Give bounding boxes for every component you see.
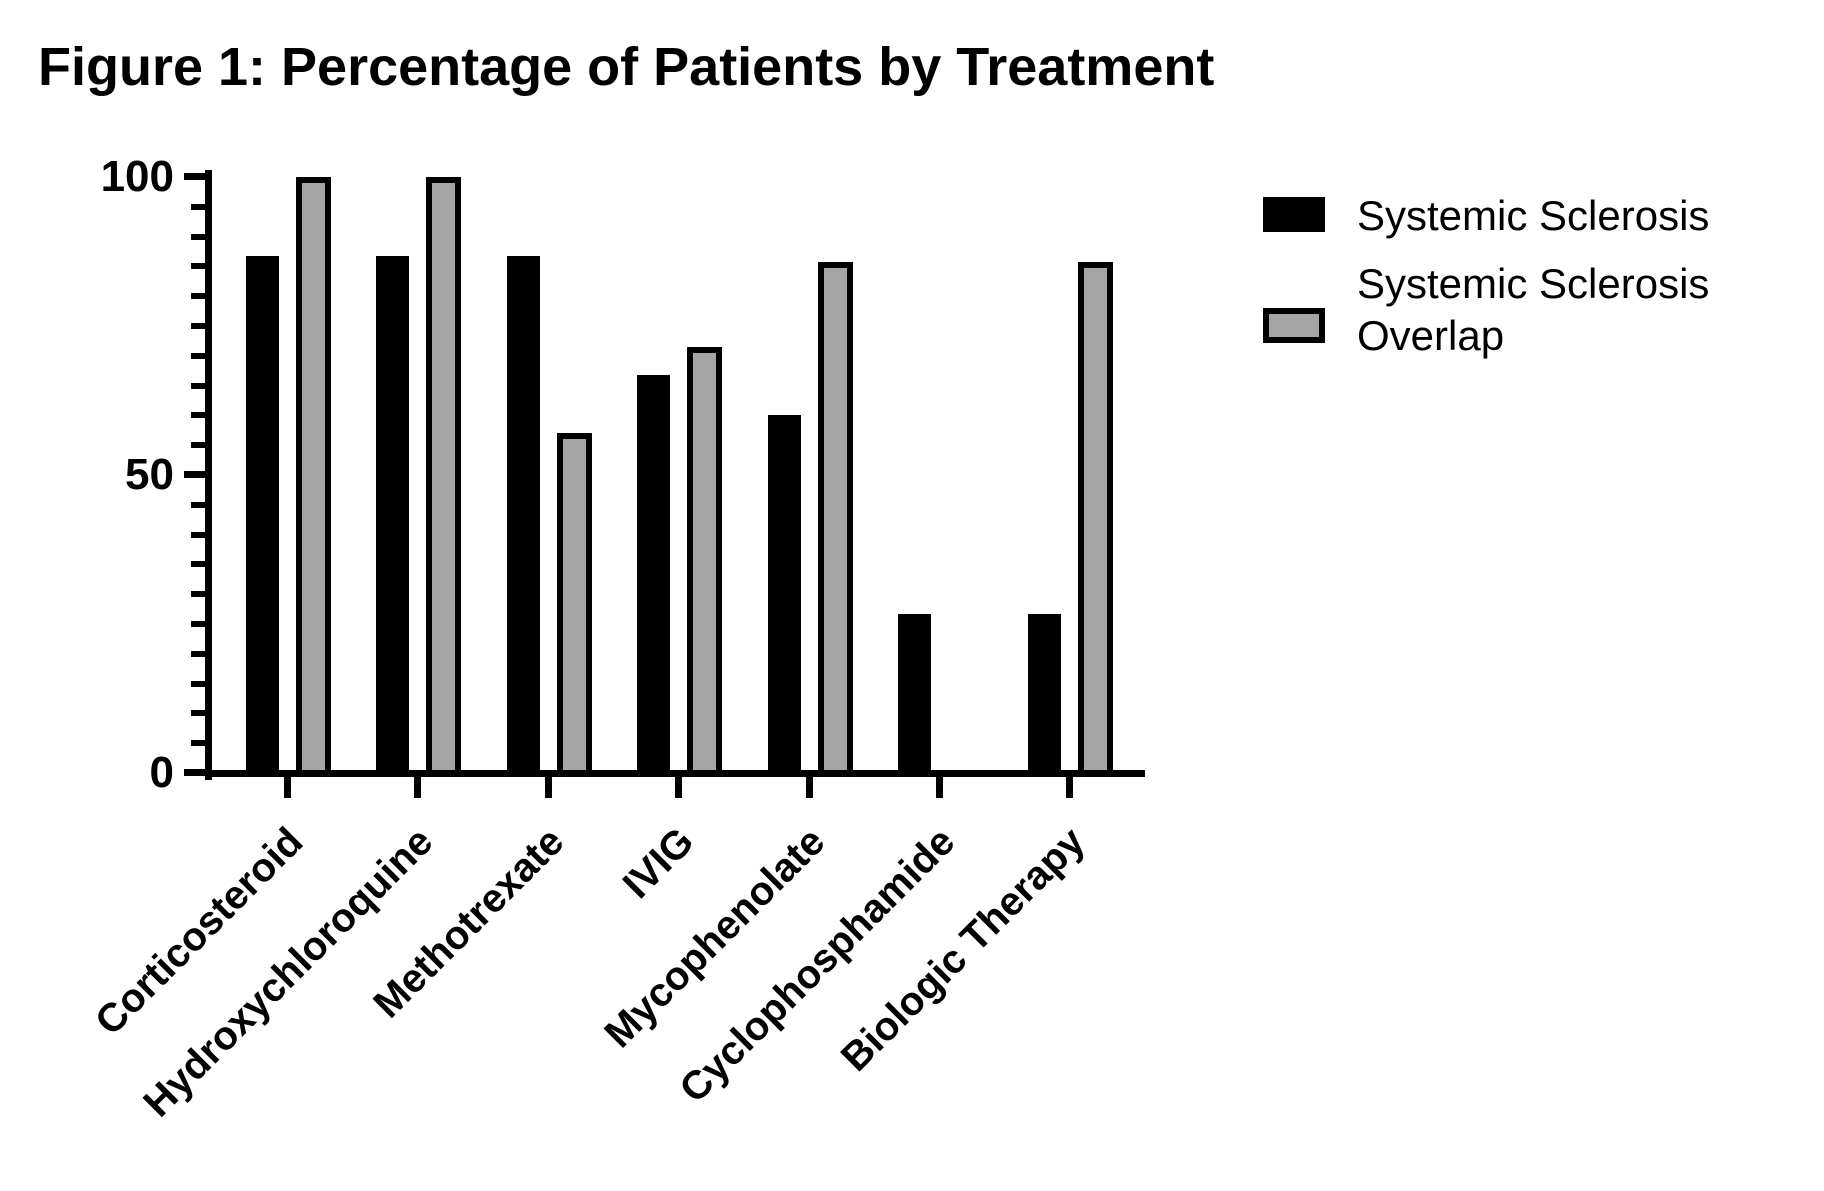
y-minor-tick <box>191 650 205 657</box>
bar-systemic-sclerosis-overlap <box>817 262 853 776</box>
y-minor-tick <box>191 621 205 627</box>
y-minor-tick <box>191 203 205 210</box>
y-major-tick <box>184 769 205 776</box>
x-category-label: IVIG <box>614 819 703 907</box>
x-category-tick <box>936 777 943 798</box>
y-major-tick <box>184 471 205 478</box>
x-category-tick <box>675 777 683 798</box>
bar-systemic-sclerosis-overlap <box>1078 262 1114 776</box>
bar-systemic-sclerosis <box>506 256 540 776</box>
bar-systemic-sclerosis <box>246 256 279 776</box>
legend-swatch-systemic-sclerosis <box>1263 197 1325 232</box>
x-category-tick <box>1066 777 1074 798</box>
y-minor-tick <box>191 680 205 687</box>
bar-systemic-sclerosis-overlap <box>556 432 592 776</box>
y-minor-tick <box>191 591 205 598</box>
bar-systemic-sclerosis <box>1028 613 1062 776</box>
y-tick-label: 100 <box>100 152 174 201</box>
legend-label-systemic-sclerosis: Systemic Sclerosis <box>1357 192 1710 239</box>
y-tick-label: 0 <box>149 748 174 797</box>
y-minor-tick <box>191 412 205 419</box>
x-category-tick <box>284 777 291 798</box>
y-minor-tick <box>191 442 205 449</box>
y-minor-tick <box>191 382 205 389</box>
x-axis-line <box>205 770 1145 777</box>
x-category-tick <box>805 777 813 798</box>
bar-systemic-sclerosis-overlap <box>296 177 331 776</box>
x-category-tick <box>414 777 422 798</box>
chart-title: Figure 1: Percentage of Patients by Trea… <box>38 37 1215 97</box>
y-minor-tick <box>191 710 205 717</box>
legend-swatch-systemic-sclerosis-overlap <box>1263 308 1325 343</box>
y-minor-tick <box>191 293 205 300</box>
bar-systemic-sclerosis-overlap <box>426 177 462 776</box>
legend-label-line: Overlap <box>1357 312 1505 359</box>
y-minor-tick <box>191 233 205 240</box>
y-minor-tick <box>191 323 205 329</box>
x-category-label: Mycophenolate <box>596 819 833 1057</box>
y-minor-tick <box>191 561 205 568</box>
y-axis-line <box>205 170 212 780</box>
bar-systemic-sclerosis <box>376 256 410 776</box>
x-category-label: Biologic Therapy <box>833 819 1094 1080</box>
bar-systemic-sclerosis <box>637 375 671 776</box>
y-minor-tick <box>191 531 205 538</box>
legend-label-systemic-sclerosis-overlap: Systemic Sclerosis Overlap <box>1357 258 1709 362</box>
y-minor-tick <box>191 263 205 270</box>
bar-systemic-sclerosis <box>767 415 801 776</box>
bar-systemic-sclerosis-overlap <box>687 347 723 776</box>
y-minor-tick <box>191 740 205 747</box>
x-category-tick <box>544 777 552 798</box>
legend-label-line: Systemic Sclerosis <box>1357 260 1710 307</box>
y-minor-tick <box>191 501 205 508</box>
y-minor-tick <box>191 352 205 359</box>
bar-systemic-sclerosis <box>898 613 931 776</box>
y-major-tick <box>184 173 205 180</box>
y-tick-label: 50 <box>125 450 174 499</box>
